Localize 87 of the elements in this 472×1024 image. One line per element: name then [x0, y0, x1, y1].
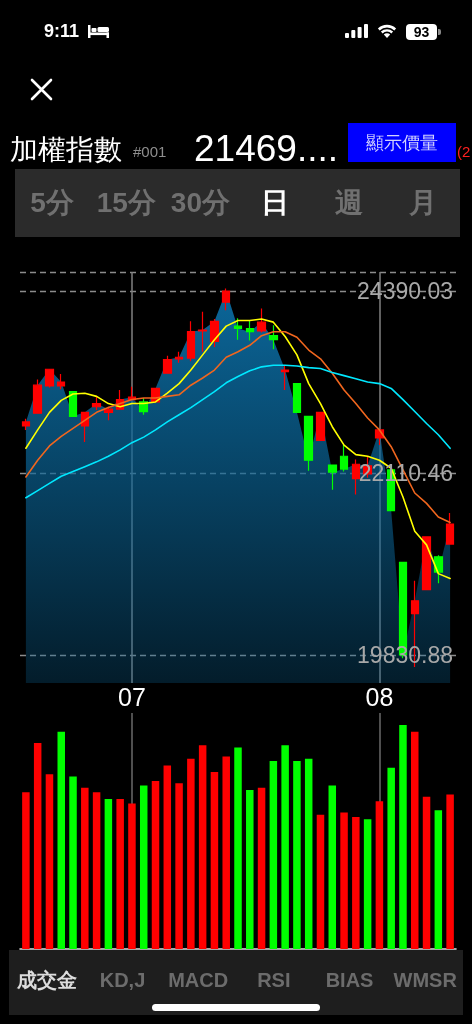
bar	[328, 785, 337, 949]
bar	[33, 743, 42, 949]
bar	[352, 816, 360, 949]
tab[interactable]: 5分	[15, 169, 90, 237]
candlestick	[351, 458, 361, 496]
tab[interactable]: MACD	[160, 950, 236, 1015]
bar	[269, 760, 278, 949]
text: 21469....	[194, 128, 339, 170]
candlestick	[245, 319, 255, 342]
tab[interactable]: 成交金	[9, 950, 85, 1015]
bar	[387, 767, 395, 949]
candlestick	[32, 379, 43, 414]
candlestick	[256, 307, 267, 334]
bar	[104, 798, 113, 949]
bar	[340, 812, 348, 949]
candlestick	[44, 368, 55, 389]
bar	[222, 756, 230, 949]
candlestick	[280, 365, 290, 391]
candlestick	[197, 311, 208, 353]
bar	[316, 814, 325, 949]
bar	[198, 745, 207, 949]
candlestick	[209, 318, 220, 348]
candlestick	[339, 444, 349, 473]
text: 9:11	[44, 20, 80, 42]
tab[interactable]: KD,J	[84, 950, 161, 1015]
bar	[81, 787, 89, 949]
tab[interactable]: RSI	[236, 950, 312, 1015]
bar	[411, 731, 419, 949]
candlestick	[315, 411, 326, 441]
candlestick	[421, 536, 432, 591]
line-series	[25, 364, 451, 499]
tab[interactable]: WMSR	[387, 950, 464, 1015]
tab[interactable]: BIAS	[311, 950, 388, 1015]
candlestick	[162, 355, 173, 374]
bar	[434, 810, 443, 949]
text: (2	[457, 142, 471, 162]
tab[interactable]: 15分	[89, 169, 164, 237]
x-tick-label: 07	[118, 682, 146, 711]
bar	[175, 783, 183, 949]
bar	[187, 758, 195, 949]
bar	[128, 803, 136, 949]
candlestick	[221, 288, 231, 311]
tab[interactable]: 月	[385, 169, 461, 237]
candlestick	[233, 317, 243, 341]
x-tick-label: 08	[365, 682, 394, 711]
bar	[139, 785, 148, 949]
bar	[69, 776, 77, 949]
candlestick	[174, 351, 184, 364]
candlestick	[91, 395, 102, 411]
tab[interactable]: 30分	[163, 169, 238, 237]
bar	[257, 787, 266, 949]
line-series	[25, 330, 451, 524]
candlestick	[433, 554, 444, 584]
tab[interactable]: 週	[311, 169, 386, 237]
candlestick	[268, 324, 279, 350]
bar	[446, 794, 454, 949]
candlestick	[56, 373, 66, 390]
bar	[116, 798, 124, 949]
bar	[151, 781, 160, 949]
bar	[399, 725, 407, 949]
candlestick	[327, 464, 338, 491]
chart-subtitle: #001	[133, 142, 167, 162]
candlestick	[186, 320, 196, 362]
bar	[281, 745, 289, 949]
bar	[92, 792, 101, 949]
candlestick	[303, 415, 314, 472]
tab[interactable]: 日	[237, 169, 312, 237]
bar	[304, 758, 313, 949]
bar	[57, 731, 65, 949]
bar	[293, 760, 301, 949]
bar	[22, 792, 30, 949]
bar	[422, 796, 431, 949]
candlestick	[445, 512, 455, 545]
bar	[45, 774, 54, 949]
candlestick	[103, 406, 114, 421]
candlestick	[21, 418, 31, 431]
bar	[246, 790, 254, 949]
line-series	[25, 318, 451, 580]
bar	[234, 747, 242, 949]
candlestick	[68, 391, 78, 417]
bar	[375, 801, 384, 949]
bar	[210, 772, 219, 949]
candlestick	[292, 383, 302, 413]
button[interactable]: 顯示價量	[348, 123, 456, 162]
chart-title: 加權指數	[10, 133, 122, 167]
bar	[363, 819, 372, 949]
bar	[163, 765, 172, 949]
